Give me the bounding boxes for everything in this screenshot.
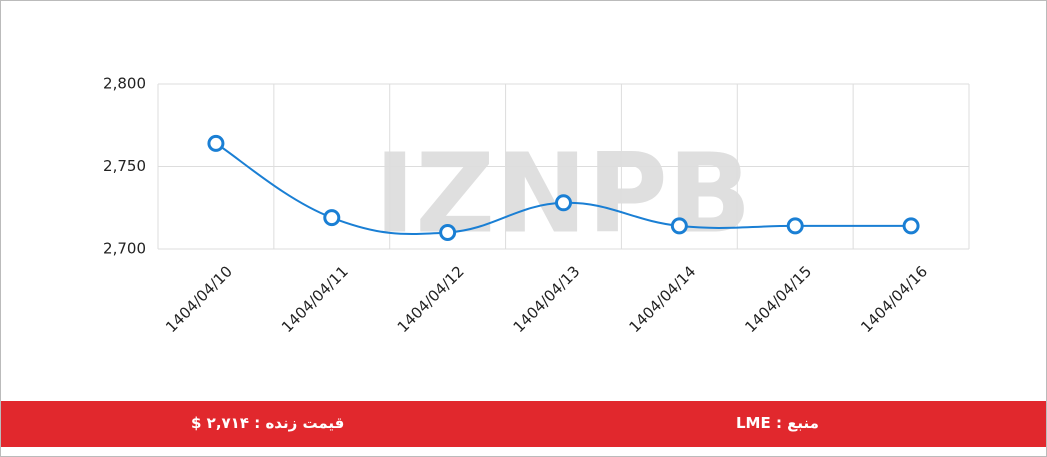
point — [902, 217, 920, 235]
point — [555, 194, 572, 212]
x-tick-label: 1404/04/10 — [162, 262, 236, 336]
point — [207, 134, 225, 152]
point — [323, 209, 341, 227]
y-tick-label: 2,750 — [103, 157, 146, 175]
footer: قیمت زنده : ۲,۷۱۴ $ منبع : LME — [1, 401, 1046, 447]
y-tick-label: 2,700 — [103, 240, 146, 258]
live-price: قیمت زنده : ۲,۷۱۴ $ — [191, 414, 345, 432]
x-tick-label: 1404/04/13 — [510, 262, 584, 336]
point — [786, 217, 804, 235]
x-tick-label: 1404/04/15 — [741, 262, 815, 336]
point — [670, 217, 688, 235]
x-tick-label: 1404/04/16 — [857, 262, 931, 336]
chart: IZNPB 2,700 2,750 2,800 1404/04/10 1404/04/1… — [103, 75, 970, 336]
x-tick-label: 1404/04/11 — [278, 262, 352, 336]
point — [439, 224, 457, 241]
y-tick-label: 2,800 — [103, 75, 146, 93]
x-tick-label: 1404/04/14 — [625, 262, 699, 336]
watermark: IZNPB — [374, 129, 751, 257]
x-tick-label: 1404/04/12 — [394, 262, 468, 336]
source: منبع : LME — [736, 414, 819, 432]
